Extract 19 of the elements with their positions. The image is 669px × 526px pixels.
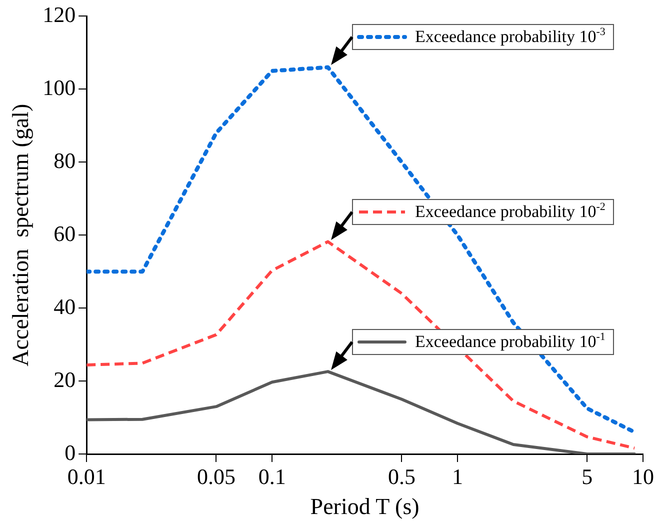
y-tick-label: 80 xyxy=(54,148,76,173)
legend-label: Exceedance probability 10$^{-3}$ xyxy=(415,26,606,48)
y-tick-label: 0 xyxy=(64,440,76,465)
y-tick-label: 100 xyxy=(42,74,76,100)
x-axis-title: Period T (s) xyxy=(310,494,420,520)
x-tick-label: 0.05 xyxy=(196,464,236,489)
x-tick-label: 10 xyxy=(632,464,654,489)
y-tick-label: 40 xyxy=(54,294,76,319)
y-tick-label: 20 xyxy=(54,366,76,392)
x-tick-label: 0.01 xyxy=(67,464,106,489)
y-tick-label: 120 xyxy=(42,2,76,27)
x-tick-label: 1 xyxy=(452,464,464,489)
legend-label: Exceedance probability 10$^{-1}$ xyxy=(415,330,606,352)
x-tick-label: 0.5 xyxy=(388,464,416,489)
x-tick-label: 5 xyxy=(582,464,593,489)
x-tick-label: 0.1 xyxy=(258,464,286,489)
y-tick-label: 60 xyxy=(54,220,76,246)
legend-label: Exceedance probability 10$^{-2}$ xyxy=(415,200,606,222)
y-axis-title: Acceleration spectrum (gal) xyxy=(8,104,33,366)
